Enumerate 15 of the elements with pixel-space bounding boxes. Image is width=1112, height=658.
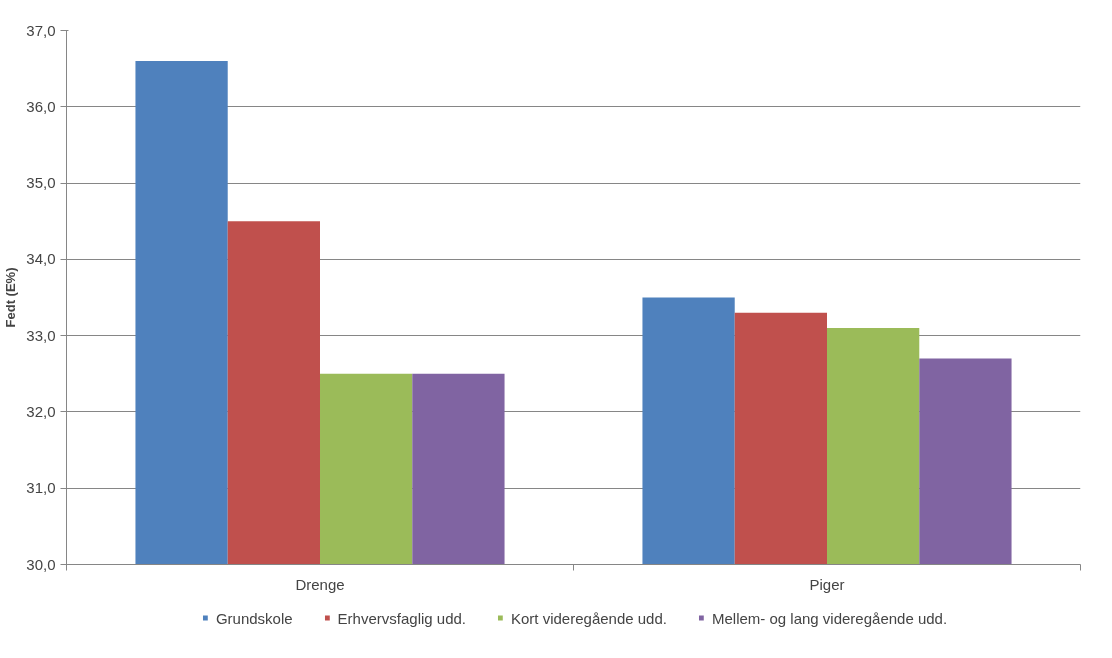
y-tick-label: 36,0 xyxy=(26,97,56,115)
legend-label: Kort videregående udd. xyxy=(511,609,667,626)
x-tick-label: Drenge xyxy=(295,575,345,593)
y-tick-label: 37,0 xyxy=(26,21,56,39)
legend-label: Mellem- og lang videregående udd. xyxy=(711,609,948,626)
legend-label: Grundskole xyxy=(215,609,293,626)
x-tick-label: Piger xyxy=(809,575,845,593)
y-tick-label: 32,0 xyxy=(26,402,56,420)
y-tick-label: 33,0 xyxy=(26,326,56,344)
y-axis-title: Fedt (E%) xyxy=(3,267,19,328)
y-tick-label: 31,0 xyxy=(26,479,56,497)
y-tick-label: 35,0 xyxy=(26,174,56,192)
y-tick-label: 34,0 xyxy=(26,250,56,268)
y-tick-label: 30,0 xyxy=(26,555,56,573)
legend-label: Erhvervsfaglig udd. xyxy=(337,609,467,626)
